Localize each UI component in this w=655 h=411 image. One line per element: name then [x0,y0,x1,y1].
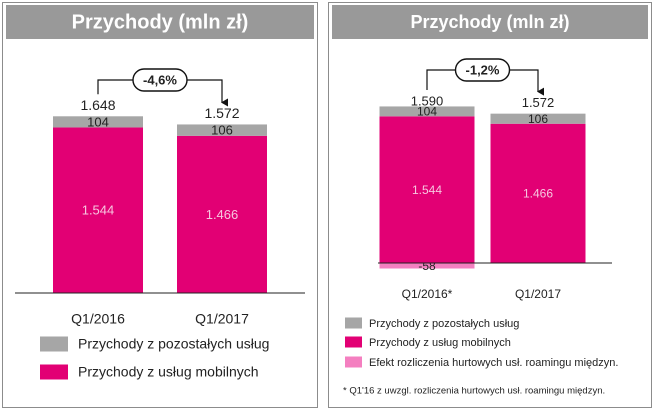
x-tick-label: Q1/2016* [402,287,453,301]
chart-title: Przychody (mln zł) [72,11,249,33]
value-label: 104 [417,105,437,119]
bar-segment [490,113,586,124]
legend-label: Efekt rozliczenia hurtowych usł. roaming… [369,357,618,369]
total-label: 1.572 [204,105,239,121]
bar-segment [53,116,143,128]
legend-swatch [345,317,362,329]
legend-swatch [40,364,68,380]
bar-segment [379,263,475,269]
bar-segment [379,116,475,263]
x-tick-label: Q1/2016 [71,311,125,327]
legend-label: Przychody z usług mobilnych [78,364,259,380]
value-label: 106 [528,112,548,126]
change-label: -4,6% [143,72,177,87]
value-label: 106 [211,123,233,138]
legend-swatch [40,336,68,352]
change-pill [132,68,188,92]
change-label: -1,2% [466,62,500,77]
change-pill [454,58,511,82]
panel-header [332,5,648,39]
total-label: 1.590 [411,93,444,108]
legend-swatch [345,356,362,368]
bar-segment [177,124,267,136]
footnote: * Q1'16 z uwzgl. rozliczenia hurtowych u… [343,386,605,397]
value-label: 1.544 [412,183,442,197]
legend-label: Przychody z pozostałych usług [369,318,519,330]
total-label: 1.648 [80,97,115,113]
bar-segment [177,135,267,293]
value-label: 1.466 [523,187,553,201]
legend-label: Przychody z pozostałych usług [78,336,269,352]
legend-label: Przychody z usług mobilnych [369,337,511,349]
chart-title: Przychody (mln zł) [410,12,569,32]
x-tick-label: Q1/2017 [515,287,561,301]
value-label: 1.466 [206,207,239,222]
value-label: 104 [87,114,109,129]
x-tick-label: Q1/2017 [195,311,249,327]
total-label: 1.572 [522,95,555,110]
value-label: 1.544 [82,203,115,218]
bar-segment [379,106,475,117]
bar-segment [53,127,143,294]
legend-swatch [345,336,362,348]
bar-segment [490,123,586,263]
panel-header [6,5,314,39]
